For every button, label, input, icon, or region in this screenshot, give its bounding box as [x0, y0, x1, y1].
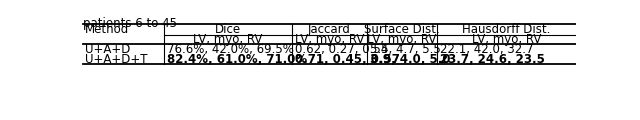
- Text: U+A+D+T: U+A+D+T: [84, 53, 147, 66]
- Text: Hausdorff Dist.: Hausdorff Dist.: [463, 23, 551, 36]
- Text: 3.9, 4.0, 5.0: 3.9, 4.0, 5.0: [370, 53, 451, 66]
- Text: 22.1, 42.0, 32.7: 22.1, 42.0, 32.7: [440, 43, 534, 56]
- Text: Dice: Dice: [215, 23, 241, 36]
- Text: 23.7, 24.6, 23.5: 23.7, 24.6, 23.5: [440, 53, 545, 66]
- Text: LV, myo, RV: LV, myo, RV: [295, 33, 364, 46]
- Text: LV, myo, RV: LV, myo, RV: [367, 33, 436, 46]
- Text: Method: Method: [84, 23, 129, 36]
- Text: Surface Dist.: Surface Dist.: [364, 23, 440, 36]
- Text: 76.6%, 42.0%, 69.5%: 76.6%, 42.0%, 69.5%: [167, 43, 294, 56]
- Text: LV, myo, RV: LV, myo, RV: [472, 33, 541, 46]
- Text: LV, myo, RV: LV, myo, RV: [193, 33, 263, 46]
- Text: Jaccard: Jaccard: [308, 23, 351, 36]
- Text: 82.4%, 61.0%, 71.0%: 82.4%, 61.0%, 71.0%: [167, 53, 307, 66]
- Text: patients 6 to 45: patients 6 to 45: [83, 18, 177, 30]
- Text: 0.71, 0.45, 0.57: 0.71, 0.45, 0.57: [295, 53, 400, 66]
- Text: 0.62, 0.27, 0.54: 0.62, 0.27, 0.54: [295, 43, 388, 56]
- Text: 5.5, 4.7, 5.5: 5.5, 4.7, 5.5: [370, 43, 441, 56]
- Text: U+A+D: U+A+D: [84, 43, 130, 56]
